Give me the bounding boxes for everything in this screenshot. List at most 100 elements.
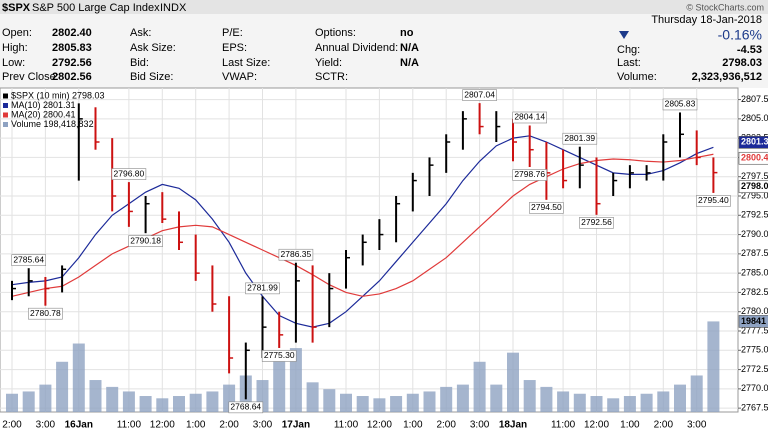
annotation-box [278, 248, 314, 261]
volume-bar [139, 396, 152, 412]
legend-swatch [3, 93, 8, 99]
quote-label: Bid Size: [130, 71, 173, 83]
annotation: 2786.35 [281, 249, 312, 259]
x-tick-label: 16Jan [65, 420, 93, 431]
annotation: 2795.40 [698, 195, 729, 205]
y-tick-label: 2787.5 [741, 248, 768, 258]
y-tick-label: 2770.0 [741, 383, 768, 393]
y-tick-label: 2780.0 [741, 306, 768, 316]
annotation: 2792.56 [581, 217, 612, 227]
annotation-box [111, 168, 147, 180]
x-tick-label: 12:00 [150, 420, 175, 431]
annotation-box [462, 89, 497, 101]
volume-bar [507, 352, 519, 412]
volume-bar [423, 391, 436, 412]
legend-label: $SPX (10 min) 2798.03 [11, 90, 105, 100]
volume-bar [89, 380, 102, 412]
symbol: $SPX [2, 2, 31, 14]
volume-bar [72, 343, 85, 412]
quote-value: 2802.56 [52, 71, 92, 83]
quote-label: SCTR: [315, 71, 348, 83]
annotation: 2798.76 [514, 169, 545, 179]
ma20-last: 2800.4 [741, 153, 768, 163]
volume-bar [6, 393, 18, 412]
volume-bar [356, 396, 369, 412]
x-tick-label: 17Jan [282, 420, 310, 431]
price-last-box [738, 180, 768, 193]
quote-label: Yield: [315, 57, 342, 69]
quote-value: 2802.40 [52, 27, 92, 39]
x-tick-label: 2:00 [436, 420, 456, 431]
x-tick-label: 3:00 [687, 420, 707, 431]
down-arrow [619, 31, 629, 39]
volume-bar [106, 386, 119, 412]
annotation-box [261, 350, 297, 362]
annotation: 2796.80 [114, 168, 145, 178]
volume-bar [540, 386, 553, 412]
annotation: 2781.99 [247, 283, 278, 293]
annotation-box [562, 132, 598, 145]
volume-bar [590, 396, 603, 412]
quote-label: Ask: [130, 27, 151, 39]
x-tick-label: 1:00 [620, 420, 640, 431]
y-tick-label: 2775.0 [741, 345, 768, 355]
legend-label: MA(10) 2801.31 [11, 100, 76, 110]
legend-label: MA(20) 2800.41 [11, 109, 76, 119]
quote-value: 2,323,936,512 [692, 71, 762, 83]
quote-label: EPS: [222, 42, 247, 54]
volume-bar [640, 393, 653, 412]
y-tick-label: 2777.5 [741, 325, 768, 335]
annotation: 2801.39 [564, 133, 595, 143]
x-tick-label: 1:00 [186, 420, 206, 431]
x-tick-label: 1:00 [403, 420, 423, 431]
plot-area [0, 87, 739, 413]
volume-bar [456, 384, 469, 412]
quote-value: no [400, 27, 414, 39]
volume-bar [206, 391, 219, 412]
annotation-box [11, 254, 46, 267]
quote-label: Open: [2, 27, 32, 39]
title-strip [0, 0, 768, 14]
annotation-box [512, 111, 548, 124]
volume-bar [690, 375, 703, 412]
annotation: 2804.14 [514, 112, 545, 122]
annotation-box [28, 307, 63, 320]
annotation-box [529, 202, 564, 214]
volume-bar [623, 396, 636, 412]
volume-bar [189, 393, 202, 412]
annotation-box [579, 217, 614, 229]
volume-bar [373, 398, 386, 412]
volume-bar [173, 396, 185, 412]
annotation-box [128, 235, 163, 247]
y-tick-label: 2797.5 [741, 171, 768, 181]
ma20-last-box [738, 151, 768, 165]
y-tick-label: 2805.0 [741, 113, 768, 123]
volume-bar [22, 391, 35, 412]
x-tick-label: 11:00 [334, 420, 359, 431]
quote-label: Ask Size: [130, 42, 176, 54]
annotation-box [245, 282, 280, 295]
x-tick-label: 3:00 [36, 420, 56, 431]
annotation: 2775.30 [264, 350, 295, 360]
quote-label: P/E: [222, 27, 243, 39]
annotation: 2768.64 [230, 402, 261, 412]
volume-bar [323, 389, 336, 412]
y-tick-label: 2767.5 [741, 403, 768, 413]
volume-bar [390, 396, 403, 412]
x-tick-label: 12:00 [584, 420, 609, 431]
ma10-last-box [738, 136, 768, 149]
quote-panel [0, 14, 768, 88]
ma10-last: 2801.3 [741, 137, 768, 147]
y-tick-label: 2795.0 [741, 190, 768, 200]
quote-value: N/A [400, 57, 419, 69]
quote-value: 2798.03 [722, 57, 762, 69]
x-tick-label: 3:00 [470, 420, 490, 431]
y-tick-label: 2792.5 [741, 210, 768, 220]
volume-bar [607, 398, 620, 412]
x-tick-label: 2:00 [654, 420, 674, 431]
y-tick-label: 2785.0 [741, 268, 768, 278]
volume-bar [56, 361, 69, 412]
legend-swatch [3, 112, 8, 118]
quote-date: Thursday 18-Jan-2018 [651, 14, 762, 26]
